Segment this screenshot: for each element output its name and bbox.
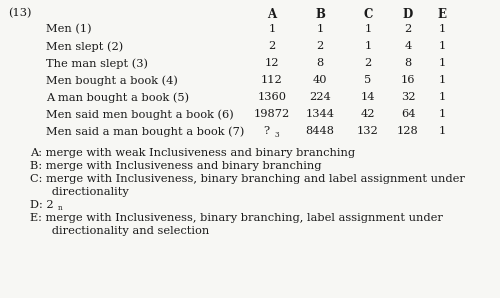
- Text: (13): (13): [8, 8, 32, 18]
- Text: 8: 8: [316, 58, 324, 68]
- Text: 1: 1: [438, 41, 446, 51]
- Text: D: 2: D: 2: [30, 200, 54, 210]
- Text: 2: 2: [316, 41, 324, 51]
- Text: 1: 1: [438, 58, 446, 68]
- Text: D: D: [403, 8, 413, 21]
- Text: 16: 16: [401, 75, 415, 85]
- Text: 132: 132: [357, 126, 379, 136]
- Text: 32: 32: [401, 92, 415, 102]
- Text: 1: 1: [364, 41, 372, 51]
- Text: directionality: directionality: [30, 187, 129, 197]
- Text: 5: 5: [364, 75, 372, 85]
- Text: 1: 1: [438, 75, 446, 85]
- Text: 1: 1: [438, 24, 446, 34]
- Text: A man bought a book (5): A man bought a book (5): [46, 92, 189, 103]
- Text: 2: 2: [268, 41, 276, 51]
- Text: Men slept (2): Men slept (2): [46, 41, 123, 52]
- Text: 1: 1: [438, 126, 446, 136]
- Text: 224: 224: [309, 92, 331, 102]
- Text: A: A: [268, 8, 276, 21]
- Text: 1: 1: [438, 109, 446, 119]
- Text: ?: ?: [263, 126, 269, 136]
- Text: A: merge with weak Inclusiveness and binary branching: A: merge with weak Inclusiveness and bin…: [30, 148, 355, 158]
- Text: B: B: [315, 8, 325, 21]
- Text: Men (1): Men (1): [46, 24, 92, 34]
- Text: 19872: 19872: [254, 109, 290, 119]
- Text: 1360: 1360: [258, 92, 286, 102]
- Text: E: merge with Inclusiveness, binary branching, label assignment under: E: merge with Inclusiveness, binary bran…: [30, 213, 443, 223]
- Text: 4: 4: [404, 41, 411, 51]
- Text: 2: 2: [404, 24, 411, 34]
- Text: 1344: 1344: [306, 109, 334, 119]
- Text: 1: 1: [438, 92, 446, 102]
- Text: 42: 42: [361, 109, 375, 119]
- Text: 14: 14: [361, 92, 375, 102]
- Text: C: merge with Inclusiveness, binary branching and label assignment under: C: merge with Inclusiveness, binary bran…: [30, 174, 465, 184]
- Text: 112: 112: [261, 75, 283, 85]
- Text: 1: 1: [364, 24, 372, 34]
- Text: Men said a man bought a book (7): Men said a man bought a book (7): [46, 126, 244, 136]
- Text: 64: 64: [401, 109, 415, 119]
- Text: 1: 1: [268, 24, 276, 34]
- Text: Men bought a book (4): Men bought a book (4): [46, 75, 178, 86]
- Text: directionality and selection: directionality and selection: [30, 226, 209, 236]
- Text: The man slept (3): The man slept (3): [46, 58, 148, 69]
- Text: 8448: 8448: [306, 126, 334, 136]
- Text: B: merge with Inclusiveness and binary branching: B: merge with Inclusiveness and binary b…: [30, 161, 322, 171]
- Text: Men said men bought a book (6): Men said men bought a book (6): [46, 109, 234, 119]
- Text: E: E: [438, 8, 446, 21]
- Text: 40: 40: [313, 75, 327, 85]
- Text: 3: 3: [274, 131, 279, 139]
- Text: 12: 12: [265, 58, 279, 68]
- Text: 1: 1: [316, 24, 324, 34]
- Text: 128: 128: [397, 126, 419, 136]
- Text: 2: 2: [364, 58, 372, 68]
- Text: n: n: [58, 204, 62, 212]
- Text: 8: 8: [404, 58, 411, 68]
- Text: C: C: [364, 8, 372, 21]
